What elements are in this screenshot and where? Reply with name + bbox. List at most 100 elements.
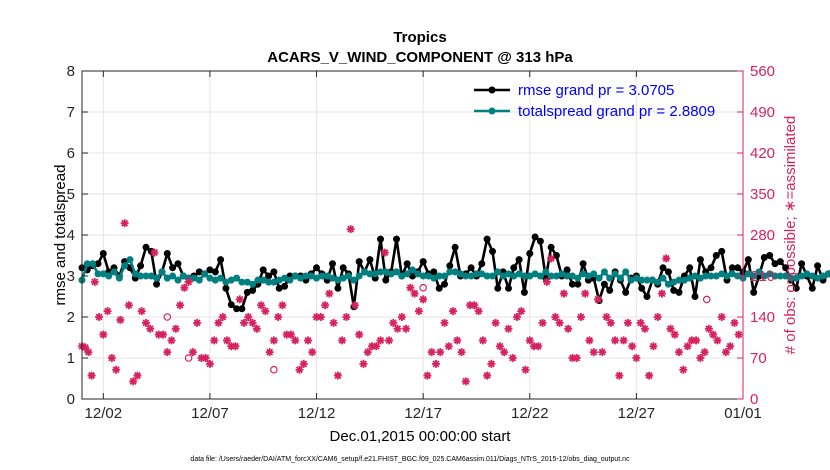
obs-assimilated-point <box>112 365 121 374</box>
obs-assimilated-point <box>559 289 568 298</box>
obs-assimilated-point <box>568 354 577 362</box>
obs-assimilated-point <box>376 336 385 345</box>
obs-assimilated-point <box>103 307 112 316</box>
obs-assimilated-point <box>107 354 116 362</box>
obs-assimilated-point <box>649 342 658 351</box>
obs-assimilated-point <box>214 318 223 327</box>
y-tick-label: 5 <box>67 186 75 203</box>
x-tick-label: 12/12 <box>298 405 336 422</box>
obs-assimilated-point <box>440 318 449 327</box>
x-tick-label: 12/22 <box>511 405 549 422</box>
series-0-point <box>478 260 486 268</box>
legend-marker-1 <box>488 107 496 115</box>
obs-assimilated-point <box>525 336 534 345</box>
obs-assimilated-point <box>380 248 389 257</box>
series-1-point <box>233 274 241 282</box>
obs-assimilated-point <box>453 336 462 345</box>
series-0-point <box>563 266 571 274</box>
obs-assimilated-point <box>265 348 274 357</box>
obs-assimilated-point <box>675 348 684 357</box>
series-0-point <box>766 252 774 259</box>
series-1-point <box>345 272 352 280</box>
obs-assimilated-point <box>167 336 176 345</box>
obs-assimilated-point <box>517 307 526 316</box>
obs-assimilated-point <box>274 313 283 321</box>
obs-assimilated-point <box>670 330 679 339</box>
y-tick-label: 2 <box>67 309 75 326</box>
obs-assimilated-point <box>734 330 743 339</box>
obs-assimilated-point <box>235 295 244 304</box>
series-1-point <box>169 272 177 280</box>
obs-assimilated-point <box>410 289 419 298</box>
series-1-point <box>494 268 502 276</box>
obs-assimilated-point <box>346 225 355 234</box>
series-0-point <box>515 256 523 264</box>
obs-assimilated-point <box>201 354 210 362</box>
obs-assimilated-point <box>205 359 214 368</box>
series-1-point <box>115 274 123 282</box>
obs-assimilated-point <box>726 342 735 351</box>
obs-assimilated-point <box>576 313 585 321</box>
y2-tick-label: 140 <box>750 309 775 326</box>
series-0-point <box>142 243 150 251</box>
y2-tick-label: 350 <box>750 186 775 203</box>
obs-assimilated-point <box>184 277 193 286</box>
series-0-point <box>430 268 438 276</box>
obs-assimilated-point <box>478 336 487 345</box>
y-tick-label: 4 <box>67 227 75 244</box>
series-1-point <box>158 268 166 276</box>
obs-assimilated-point <box>662 254 671 263</box>
obs-assimilated-point <box>291 336 300 345</box>
obs-assimilated-point <box>197 354 206 362</box>
obs-assimilated-point <box>141 318 150 327</box>
obs-assimilated-point <box>350 301 359 310</box>
obs-assimilated-point <box>602 313 611 321</box>
obs-assimilated-point <box>218 313 227 321</box>
series-0-point <box>382 276 390 284</box>
obs-assimilated-point <box>487 359 496 368</box>
y-axis-label: rmse and totalspread <box>52 165 69 306</box>
obs-assimilated-point <box>653 313 662 321</box>
series-0-point <box>536 237 544 245</box>
obs-layer <box>78 219 743 386</box>
series-layer <box>78 233 830 313</box>
obs-assimilated-point <box>457 348 466 357</box>
obs-assimilated-point <box>269 336 278 345</box>
obs-assimilated-point <box>619 336 628 345</box>
series-1-point <box>393 268 400 276</box>
obs-assimilated-point <box>137 307 146 316</box>
series-0-point <box>798 260 806 268</box>
obs-assimilated-point <box>124 301 133 310</box>
obs-assimilated-point <box>286 330 295 339</box>
series-1-point <box>403 270 411 278</box>
obs-assimilated-point <box>521 365 530 374</box>
series-0-point <box>441 280 448 288</box>
obs-assimilated-point <box>308 348 317 357</box>
series-0-point <box>574 280 582 288</box>
axis-ticks: 12/02 12/07 12/12 12/17 12/22 12/27 01/0101234… <box>67 63 775 422</box>
obs-assimilated-point <box>338 336 347 345</box>
series-0-point <box>313 264 320 272</box>
obs-assimilated-point <box>244 313 253 321</box>
y2-tick-label: 0 <box>750 391 758 408</box>
series-0-point <box>270 268 278 276</box>
series-1-point <box>350 276 358 284</box>
series-0-point <box>265 272 273 280</box>
series-1-point <box>355 272 363 280</box>
series-0-point <box>489 247 496 255</box>
series-0-point <box>664 268 672 276</box>
obs-assimilated-point <box>623 318 632 327</box>
obs-possible-point <box>184 354 193 362</box>
x-axis-label: Dec.01,2015 00:00:00 start <box>330 428 512 445</box>
series-0-point <box>419 258 427 266</box>
series-0-point <box>600 280 608 288</box>
obs-assimilated-point <box>687 336 696 345</box>
obs-assimilated-point <box>636 318 645 327</box>
series-1-point <box>201 270 209 278</box>
series-0-point <box>638 284 646 292</box>
x-tick-label: 12/02 <box>85 405 123 422</box>
obs-assimilated-point <box>87 371 96 380</box>
y2-axis-label: # of obs: o=possible; ∗=assimilated <box>782 116 799 355</box>
series-0-point <box>547 243 555 251</box>
obs-assimilated-point <box>704 324 713 333</box>
